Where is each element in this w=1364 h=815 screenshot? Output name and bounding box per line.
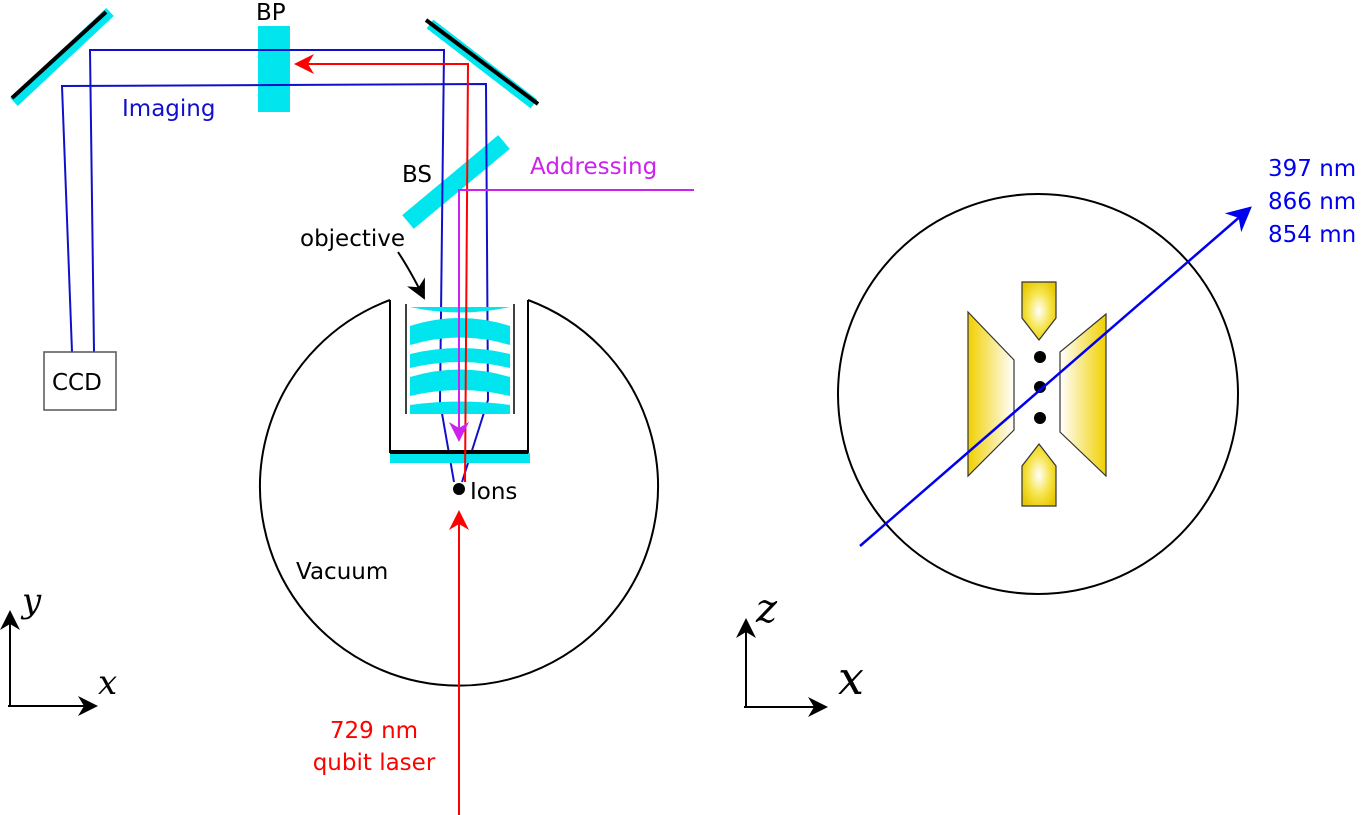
cooling-beam bbox=[859, 206, 1252, 547]
addressing-beam bbox=[449, 189, 694, 442]
axis-label-right-x: x bbox=[838, 651, 864, 705]
label-qubit-laser-line2: qubit laser bbox=[313, 750, 436, 776]
axis-label-left-x: x bbox=[98, 663, 117, 703]
ion-dot bbox=[453, 483, 465, 495]
imaging-beam-outer bbox=[60, 82, 490, 483]
label-beam-line3: 854 mn bbox=[1268, 222, 1356, 248]
label-addressing: Addressing bbox=[530, 154, 657, 180]
label-imaging: Imaging bbox=[122, 96, 215, 122]
label-vacuum: Vacuum bbox=[296, 559, 388, 585]
axes-zx bbox=[736, 618, 828, 717]
label-beam-line2: 866 nm bbox=[1268, 189, 1356, 215]
axis-label-left-y: y bbox=[20, 581, 42, 621]
qubit-laser-reflected bbox=[294, 54, 470, 483]
mirror-top-right bbox=[424, 18, 540, 109]
label-qubit-laser-line1: 729 nm bbox=[330, 718, 418, 744]
label-ccd: CCD bbox=[52, 370, 102, 396]
bandpass-filter bbox=[258, 26, 290, 112]
objective-pointer-arrow bbox=[397, 251, 425, 300]
mirror-top-left bbox=[10, 7, 114, 107]
axes-xy bbox=[0, 610, 98, 716]
label-bs: BS bbox=[402, 162, 432, 188]
beam-splitter bbox=[402, 135, 510, 229]
trapped-ions bbox=[1034, 351, 1046, 424]
axis-label-right-z: z bbox=[755, 586, 778, 632]
label-ions: Ions bbox=[470, 479, 517, 505]
ccd-box bbox=[43, 351, 117, 411]
label-bp: BP bbox=[256, 0, 286, 26]
label-objective: objective bbox=[300, 226, 405, 252]
label-beam-line1: 397 nm bbox=[1268, 156, 1356, 182]
trap-chamber bbox=[837, 193, 1239, 595]
imaging-beam-inner bbox=[88, 49, 455, 483]
trap-electrodes bbox=[967, 281, 1107, 507]
